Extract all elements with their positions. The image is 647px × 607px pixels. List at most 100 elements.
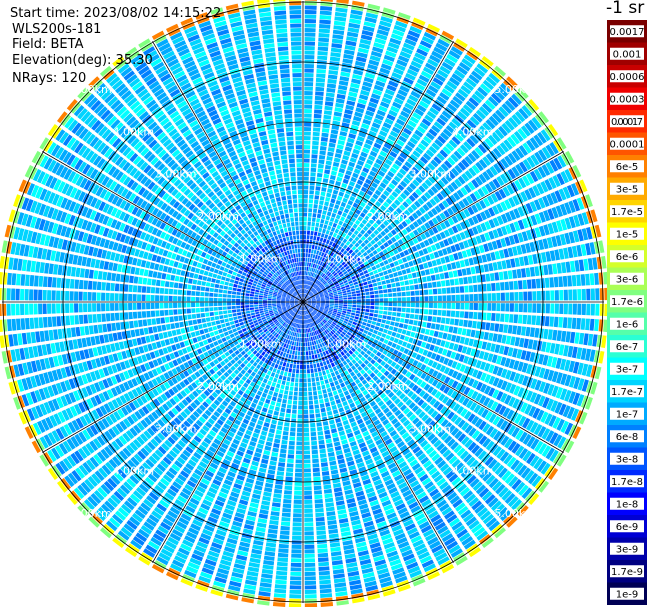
beta-cell [285, 472, 294, 477]
beta-cell [469, 294, 474, 301]
beta-cell [349, 128, 358, 135]
beta-cell [365, 139, 374, 146]
beta-cell [409, 25, 422, 35]
beta-cell [306, 333, 309, 338]
beta-cell [258, 400, 264, 407]
beta-cell [314, 95, 324, 101]
beta-cell [441, 61, 454, 71]
beta-cell [304, 55, 315, 60]
beta-cell [367, 154, 376, 162]
beta-cell [334, 491, 343, 497]
beta-cell [418, 100, 429, 109]
beta-cell [318, 37, 330, 43]
beta-cell [380, 237, 386, 244]
beta-cell [299, 378, 303, 383]
beta-cell [477, 86, 489, 97]
beta-cell [311, 154, 318, 159]
beta-cell [399, 51, 412, 59]
beta-cell [374, 309, 379, 314]
beta-cell [361, 85, 372, 92]
beta-cell [290, 567, 302, 572]
beta-cell [334, 244, 340, 249]
beta-cell [317, 168, 324, 173]
beta-cell [323, 425, 330, 431]
beta-cell [576, 274, 581, 286]
beta-cell [401, 297, 406, 302]
beta-cell [427, 58, 439, 68]
beta-cell [392, 307, 397, 312]
beta-cell [298, 328, 301, 333]
beta-cell [313, 291, 318, 294]
beta-cell [326, 83, 337, 89]
beta-cell [411, 272, 417, 278]
beta-cell [388, 306, 393, 311]
beta-cell [331, 555, 343, 561]
beta-cell [319, 19, 331, 25]
beta-cell [266, 370, 272, 376]
beta-cell [261, 458, 269, 465]
beta-cell [496, 261, 503, 270]
beta-cell [366, 229, 373, 235]
beta-cell [451, 334, 457, 342]
beta-cell [433, 330, 439, 338]
beta-cell [492, 147, 502, 158]
beta-cell [385, 253, 391, 259]
beta-cell [340, 253, 345, 259]
beta-cell [414, 290, 420, 296]
beta-cell [319, 237, 324, 242]
beta-cell [347, 299, 352, 302]
beta-cell [418, 172, 426, 181]
beta-cell [401, 220, 408, 228]
beta-cell [266, 394, 272, 400]
beta-cell [280, 530, 290, 536]
beta-cell [365, 302, 370, 306]
beta-cell [367, 258, 373, 264]
beta-cell [437, 69, 449, 79]
beta-cell [325, 96, 335, 102]
beta-cell [445, 317, 451, 325]
beta-cell [447, 184, 455, 193]
beta-cell [311, 288, 315, 292]
beta-cell [263, 555, 275, 561]
beta-cell [341, 212, 348, 218]
beta-cell [304, 490, 312, 495]
beta-cell [313, 349, 317, 355]
beta-cell [532, 303, 537, 313]
beta-cell [356, 296, 361, 299]
beta-cell [311, 244, 315, 250]
beta-cell [294, 486, 302, 491]
beta-cell [491, 131, 501, 143]
beta-cell [294, 387, 299, 392]
beta-cell [311, 454, 319, 459]
beta-cell [373, 229, 380, 236]
beta-cell [581, 288, 586, 301]
beta-cell [345, 364, 350, 370]
beta-cell [392, 101, 402, 109]
beta-cell [312, 213, 317, 218]
beta-cell [387, 224, 394, 231]
beta-cell [303, 293, 304, 298]
beta-cell [340, 242, 345, 248]
beta-cell [295, 450, 303, 455]
beta-cell [405, 313, 410, 319]
beta-cell [350, 217, 357, 223]
beta-cell [511, 113, 522, 126]
beta-cell [334, 298, 339, 301]
beta-cell [339, 434, 347, 441]
beta-cell [357, 245, 363, 251]
beta-cell [303, 360, 306, 365]
beta-cell [538, 111, 550, 124]
beta-cell [503, 139, 513, 150]
beta-cell [366, 323, 371, 328]
beta-cell [342, 197, 348, 204]
beta-cell [378, 251, 385, 257]
beta-cell [278, 548, 289, 554]
beta-cell [294, 350, 298, 356]
beta-cell [319, 24, 331, 29]
beta-cell [367, 331, 373, 337]
beta-cell [534, 327, 540, 338]
beta-cell [373, 142, 382, 150]
beta-cell [409, 153, 418, 162]
beta-cell [316, 213, 322, 219]
beta-cell [332, 258, 337, 264]
